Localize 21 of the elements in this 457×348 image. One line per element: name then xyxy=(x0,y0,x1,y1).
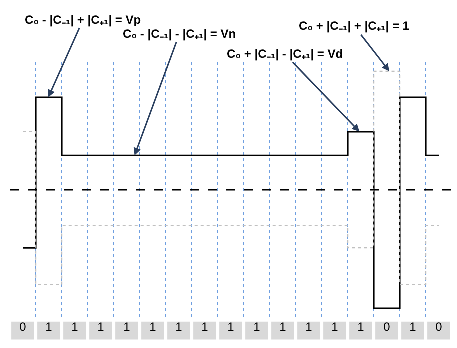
text: C₀ - |C₋₁| - |C₊₁| = Vn xyxy=(123,27,236,41)
x-tick-label: 1 xyxy=(202,320,209,334)
x-tick-label: 0 xyxy=(436,320,443,334)
x-tick-label: 1 xyxy=(98,320,105,334)
x-tick-label: 1 xyxy=(46,320,53,334)
text: C₀ + |C₋₁| + |C₊₁| = 1 xyxy=(299,19,410,33)
x-tick-label: 1 xyxy=(332,320,339,334)
text: C₀ + |C₋₁| - |C₊₁| = Vd xyxy=(227,47,344,61)
x-tick-label: 1 xyxy=(124,320,131,334)
x-tick-label: 1 xyxy=(254,320,261,334)
text: C₀ - |C₋₁| + |C₊₁| = Vp xyxy=(25,13,142,27)
x-tick-label: 1 xyxy=(228,320,235,334)
x-tick-label: 1 xyxy=(358,320,365,334)
x-tick-label: 1 xyxy=(306,320,313,334)
x-tick-label: 0 xyxy=(20,320,27,334)
x-tick-label: 1 xyxy=(150,320,157,334)
x-tick-label: 1 xyxy=(280,320,287,334)
x-tick-label: 0 xyxy=(384,320,391,334)
x-tick-label: 1 xyxy=(410,320,417,334)
x-tick-label: 1 xyxy=(72,320,79,334)
x-tick-label: 1 xyxy=(176,320,183,334)
